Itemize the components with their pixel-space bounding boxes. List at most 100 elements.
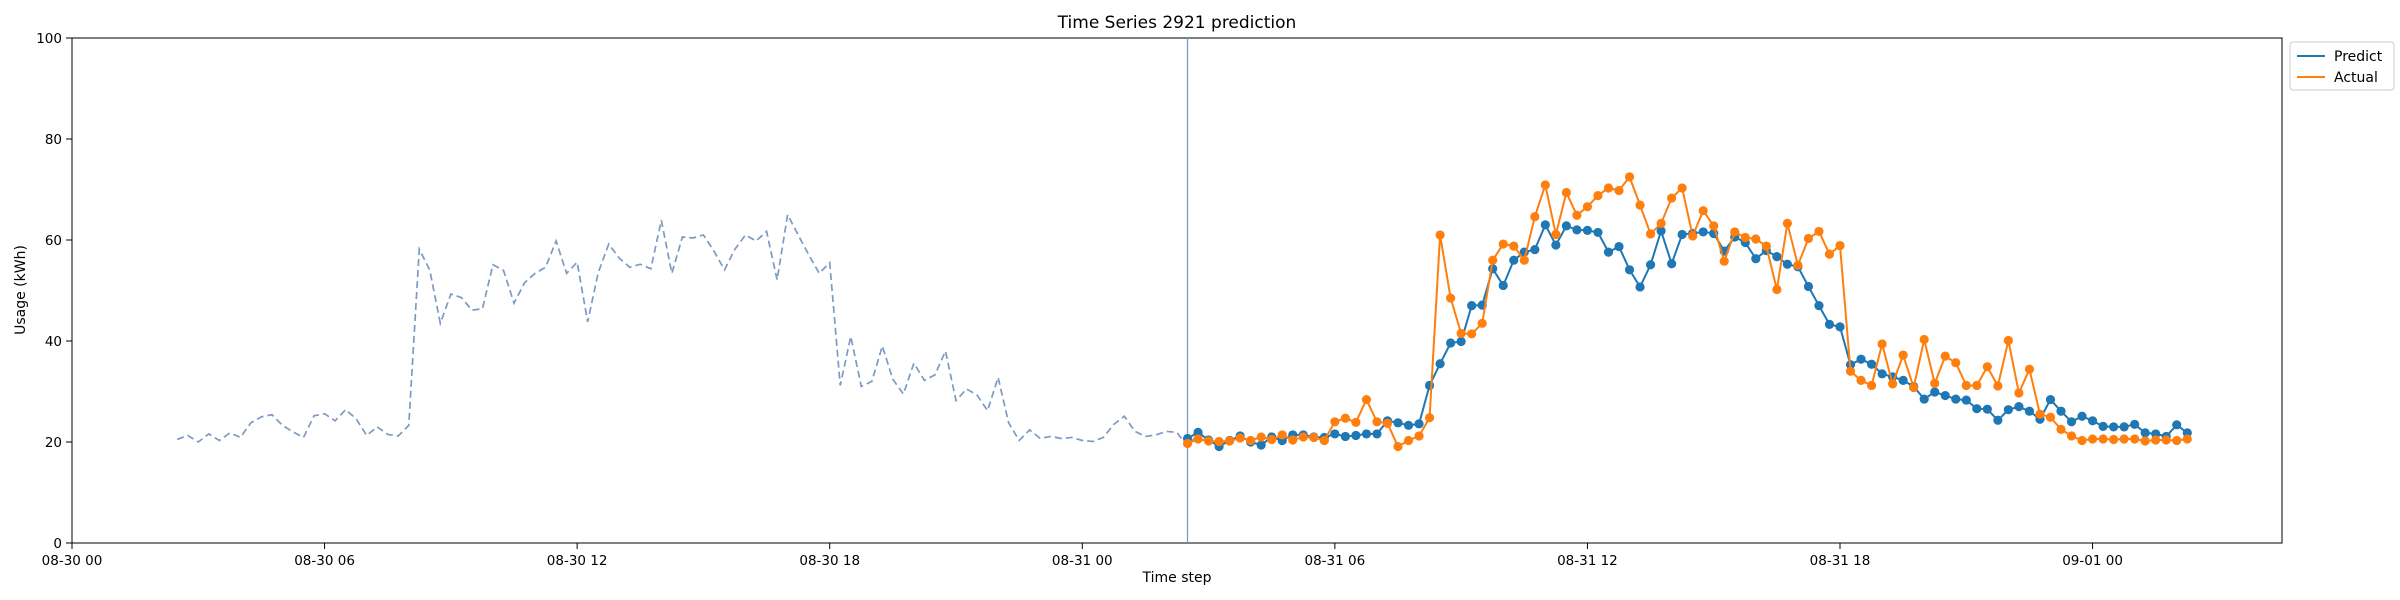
data-point-actual bbox=[1277, 430, 1287, 440]
x-tick-label: 08-30 12 bbox=[547, 553, 608, 569]
data-point-actual bbox=[1656, 218, 1666, 228]
data-point-actual bbox=[1635, 200, 1645, 210]
data-point-predict bbox=[2130, 419, 2140, 429]
data-point-actual bbox=[2066, 431, 2077, 441]
data-point-actual bbox=[1330, 417, 1340, 427]
data-point-actual bbox=[1709, 221, 1719, 231]
data-point-predict bbox=[1530, 245, 1540, 255]
data-point-predict bbox=[1340, 431, 1350, 442]
data-point-actual bbox=[2109, 434, 2119, 445]
data-point-actual bbox=[1256, 432, 1266, 442]
data-point-predict bbox=[1424, 380, 1435, 391]
data-point-actual bbox=[1793, 260, 1803, 270]
data-point-predict bbox=[1435, 359, 1445, 369]
data-point-actual bbox=[1866, 380, 1877, 391]
y-tick-label: 20 bbox=[45, 435, 62, 451]
data-point-actual bbox=[1961, 380, 1971, 391]
data-point-predict bbox=[1667, 259, 1677, 269]
data-point-predict bbox=[1698, 227, 1708, 237]
data-point-actual bbox=[1835, 240, 1845, 251]
y-tick-label: 60 bbox=[45, 233, 62, 249]
data-point-actual bbox=[1940, 351, 1950, 361]
data-point-actual bbox=[1814, 226, 1824, 237]
plot-area bbox=[71, 37, 2283, 544]
data-point-actual bbox=[2087, 434, 2098, 444]
data-point-actual bbox=[1361, 394, 1372, 405]
data-point-predict bbox=[2066, 417, 2077, 427]
data-point-actual bbox=[1203, 436, 1214, 446]
data-point-predict bbox=[1961, 395, 1971, 405]
data-point-actual bbox=[1477, 318, 1487, 328]
data-point-predict bbox=[1498, 280, 1508, 291]
data-point-actual bbox=[1845, 366, 1856, 376]
data-point-predict bbox=[1561, 221, 1571, 231]
data-point-actual bbox=[2119, 434, 2129, 444]
data-point-actual bbox=[2035, 409, 2045, 419]
data-point-actual bbox=[1751, 234, 1761, 244]
history-line bbox=[176, 212, 1209, 449]
data-point-predict bbox=[1372, 429, 1382, 439]
data-point-actual bbox=[1488, 255, 1498, 265]
data-point-predict bbox=[1782, 259, 1792, 269]
data-point-actual bbox=[1319, 435, 1329, 446]
data-point-actual bbox=[1519, 255, 1529, 265]
data-point-actual bbox=[1698, 206, 1708, 216]
data-point-predict bbox=[1803, 281, 1814, 292]
data-point-actual bbox=[2161, 435, 2171, 445]
data-point-actual bbox=[1898, 350, 1908, 360]
data-point-actual bbox=[1824, 249, 1835, 259]
data-point-actual bbox=[2045, 412, 2056, 422]
data-point-actual bbox=[1446, 293, 1456, 303]
data-point-actual bbox=[1593, 190, 1603, 201]
data-point-actual bbox=[1403, 435, 1414, 446]
y-axis-label: Usage (kWh) bbox=[13, 245, 29, 335]
data-point-actual bbox=[1582, 202, 1593, 212]
data-point-predict bbox=[1835, 322, 1845, 332]
data-point-actual bbox=[1424, 413, 1435, 423]
data-point-predict bbox=[1593, 227, 1603, 238]
data-point-predict bbox=[1972, 404, 1982, 414]
data-point-actual bbox=[2130, 434, 2140, 444]
data-point-predict bbox=[1540, 220, 1550, 230]
data-point-predict bbox=[1772, 252, 1782, 262]
data-point-actual bbox=[1288, 435, 1298, 445]
data-point-actual bbox=[2077, 435, 2087, 446]
x-tick-label: 08-30 06 bbox=[294, 553, 355, 569]
chart-title: Time Series 2921 prediction bbox=[1057, 13, 1297, 33]
data-point-predict bbox=[2045, 394, 2056, 405]
data-point-predict bbox=[1930, 387, 1940, 397]
data-point-predict bbox=[1866, 359, 1877, 369]
data-point-actual bbox=[1919, 334, 1929, 345]
data-point-predict bbox=[2014, 402, 2024, 412]
data-point-predict bbox=[2024, 406, 2035, 416]
data-point-predict bbox=[1877, 369, 1887, 379]
data-point-actual bbox=[1888, 379, 1898, 389]
data-point-predict bbox=[1993, 415, 2003, 425]
data-point-actual bbox=[1435, 230, 1445, 240]
data-point-predict bbox=[2098, 421, 2108, 431]
data-point-predict bbox=[1751, 254, 1761, 264]
data-point-predict bbox=[1656, 226, 1666, 236]
data-point-actual bbox=[1803, 233, 1814, 244]
x-tick-label: 08-30 00 bbox=[42, 553, 103, 569]
data-point-actual bbox=[1909, 382, 1919, 393]
x-tick-label: 08-30 18 bbox=[799, 553, 860, 569]
data-point-predict bbox=[2109, 422, 2119, 432]
data-point-actual bbox=[1730, 227, 1740, 237]
data-point-actual bbox=[1182, 438, 1193, 449]
data-point-predict bbox=[2003, 405, 2013, 415]
data-point-actual bbox=[2098, 434, 2108, 444]
data-point-predict bbox=[1330, 429, 1340, 439]
y-tick-label: 40 bbox=[45, 334, 62, 350]
data-point-predict bbox=[2087, 416, 2098, 426]
data-point-predict bbox=[1951, 394, 1961, 404]
data-point-actual bbox=[1214, 436, 1224, 447]
data-point-actual bbox=[1509, 241, 1519, 251]
data-point-predict bbox=[1624, 265, 1635, 275]
data-point-actual bbox=[1540, 180, 1550, 190]
data-point-actual bbox=[1340, 413, 1350, 423]
x-tick-label: 08-31 00 bbox=[1052, 553, 1113, 569]
data-point-predict bbox=[1414, 419, 1424, 429]
series-line-actual bbox=[1187, 174, 2188, 448]
data-point-predict bbox=[1614, 241, 1624, 252]
